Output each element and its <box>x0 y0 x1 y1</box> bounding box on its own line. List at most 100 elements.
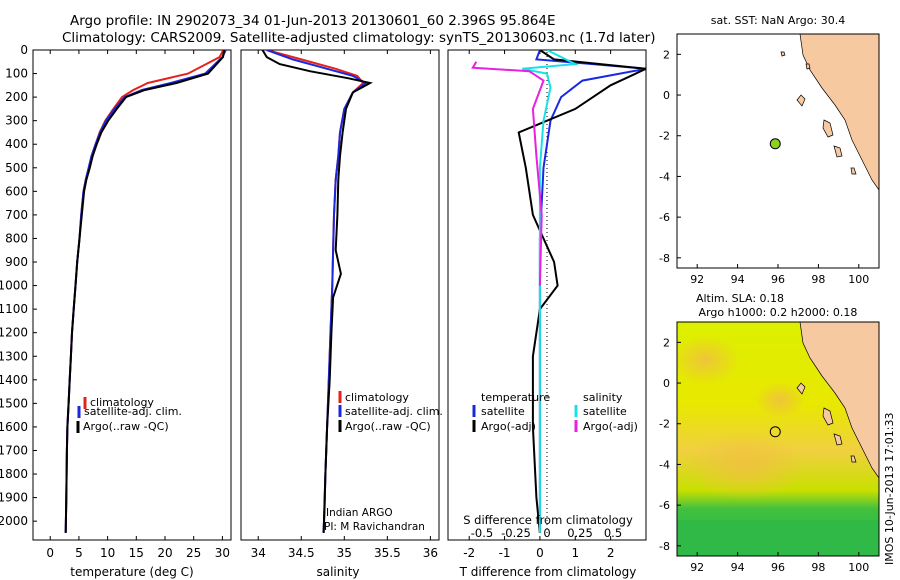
x-tick-label: 35 <box>337 546 352 560</box>
legend-clim-label: climatology <box>345 391 409 404</box>
series-line-argo-raw-qc- <box>64 50 226 533</box>
y-tick-label: 300 <box>5 114 28 128</box>
lat-tick-label: -6 <box>659 499 670 512</box>
y-tick-label: 800 <box>5 231 28 245</box>
island <box>805 63 811 70</box>
difference-top-label: S difference from climatology <box>463 513 633 527</box>
x-tick-label: 34.5 <box>288 546 315 560</box>
difference-top-ticks: -0.5 -0.25 0 0.25 0.5 <box>471 526 622 540</box>
x-tick-label: -1 <box>499 546 511 560</box>
lat-tick-label: 2 <box>663 336 670 349</box>
temperature-panel: 0100200300400500600700800900100011001200… <box>0 43 232 579</box>
difference-xlabel: T difference from climatology <box>459 565 637 579</box>
legend-t-sat-label: satellite <box>481 405 525 418</box>
series-line-salinity-satellite <box>522 50 579 533</box>
sla-map-title2: Argo h1000: 0.2 h2000: 0.18 <box>699 306 858 319</box>
legend-sat-label: satellite-adj. clim. <box>84 405 182 418</box>
y-tick-label: 900 <box>5 255 28 269</box>
temperature-series <box>64 50 227 533</box>
lon-tick-label: 94 <box>731 561 745 574</box>
salinity-panel: 34 34.5 35 35.5 36 salinity climatology sate… <box>240 49 443 579</box>
figure-title-line2: Climatology: CARS2009. Satellite-adjuste… <box>62 30 655 46</box>
lat-tick-label: -2 <box>659 418 670 431</box>
y-tick-label: 500 <box>5 161 28 175</box>
x-tick-label: 36 <box>423 546 438 560</box>
x-tick-label: 2 <box>607 546 615 560</box>
x-tick-label: 15 <box>129 546 144 560</box>
lon-tick-label: 92 <box>690 561 704 574</box>
difference-series <box>471 50 646 533</box>
difference-x-axis: -2 -1 0 1 2 <box>463 50 614 560</box>
x-tick-label: 20 <box>157 546 172 560</box>
legend-s-sat-label: satellite <box>583 405 627 418</box>
y-tick-label: 600 <box>5 184 28 198</box>
series-line-climatology <box>64 50 225 533</box>
island <box>833 145 843 158</box>
argo-float-marker <box>769 426 781 438</box>
y-tick-label: 1500 <box>0 396 28 410</box>
x-tick-label: 35.5 <box>374 546 401 560</box>
lon-tick-label: 92 <box>690 273 704 286</box>
lon-tick-label: 98 <box>811 561 825 574</box>
annotation-pi: PI: M Ravichandran <box>324 521 425 533</box>
sla-anomaly <box>677 335 740 385</box>
lon-tick-label: 100 <box>848 273 869 286</box>
y-tick-label: 1600 <box>0 420 28 434</box>
series-line-temperature-argo-adj- <box>517 50 646 533</box>
y-tick-label: 1700 <box>0 443 28 457</box>
salinity-legend: climatology satellite-adj. clim. Argo(..… <box>338 391 443 433</box>
x-tick-label: 25 <box>186 546 201 560</box>
sla-map: Altim. SLA: 0.18 Argo h1000: 0.2 h2000: … <box>659 292 880 574</box>
series-line-salinity-argo-adj- <box>471 61 545 286</box>
salinity-series <box>261 50 373 533</box>
sla-map-title1: Altim. SLA: 0.18 <box>696 292 784 305</box>
y-tick-label: 1800 <box>0 467 28 481</box>
depth-axis: 0 100 200 300 400 500 600 700 800 900 1000 1100 1200… <box>0 43 37 528</box>
island <box>850 455 857 463</box>
legend-clim-label: climatology <box>90 396 154 409</box>
island <box>850 167 857 175</box>
x-tick-label: 0 <box>536 546 544 560</box>
y-tick-label: 0 <box>20 43 28 57</box>
series-line-satellite-adj-clim- <box>64 50 227 533</box>
legend-argo-label: Argo(..raw -QC) <box>345 420 431 433</box>
sst-map-title: sat. SST: NaN Argo: 30.4 <box>711 14 845 27</box>
top-tick: -0.5 <box>471 526 493 540</box>
difference-axes <box>447 49 647 541</box>
lon-tick-label: 100 <box>848 561 869 574</box>
legend-t-argo-label: Argo(-adj) <box>481 420 536 433</box>
legend-temperature-heading: temperature <box>481 391 550 404</box>
y-tick-label: 100 <box>5 67 28 81</box>
legend-s-argo-label: Argo(-adj) <box>583 420 638 433</box>
legend-argo-label: Argo(..raw -QC) <box>83 420 169 433</box>
series-line-argo-raw-qc- <box>261 50 373 533</box>
sla-low-band <box>677 520 879 556</box>
x-tick-label: 5 <box>75 546 83 560</box>
salinity-x-axis: 34 34.5 35 35.5 36 <box>251 50 438 560</box>
x-tick-label: 1 <box>571 546 579 560</box>
sla-anomaly <box>685 430 805 500</box>
difference-panel: -2 -1 0 1 2 T difference from climatology S … <box>447 49 647 579</box>
legend-salinity-heading: salinity <box>583 391 623 404</box>
sst-map-ticks: 92 94 96 98 100 2 0 -2 -4 -6 -8 <box>659 48 869 286</box>
sla-map-ticks: 92 94 96 98 100 2 0 -2 -4 -6 -8 <box>659 336 869 574</box>
lon-tick-label: 98 <box>811 273 825 286</box>
sumatra-land <box>799 322 879 479</box>
temperature-xlabel: temperature (deg C) <box>70 565 193 579</box>
lat-tick-label: -4 <box>659 170 670 183</box>
sla-anomaly <box>755 382 805 418</box>
y-tick-label: 200 <box>5 90 28 104</box>
y-tick-label: 1000 <box>0 279 28 293</box>
y-tick-label: 1400 <box>0 373 28 387</box>
lat-tick-label: -4 <box>659 458 670 471</box>
island <box>796 382 806 395</box>
lat-tick-label: -2 <box>659 130 670 143</box>
x-tick-label: 30 <box>215 546 230 560</box>
series-line-satellite-adj-clim- <box>266 50 368 533</box>
temperature-legend: climatology satellite-adj. clim. Argo(..… <box>76 396 182 433</box>
island <box>833 433 843 446</box>
difference-legend: temperature satellite Argo(-adj) salinit… <box>472 391 638 433</box>
legend-sat-label: satellite-adj. clim. <box>345 405 443 418</box>
top-tick: 0.5 <box>604 526 622 540</box>
annotation-indian-argo: Indian ARGO <box>326 507 393 519</box>
